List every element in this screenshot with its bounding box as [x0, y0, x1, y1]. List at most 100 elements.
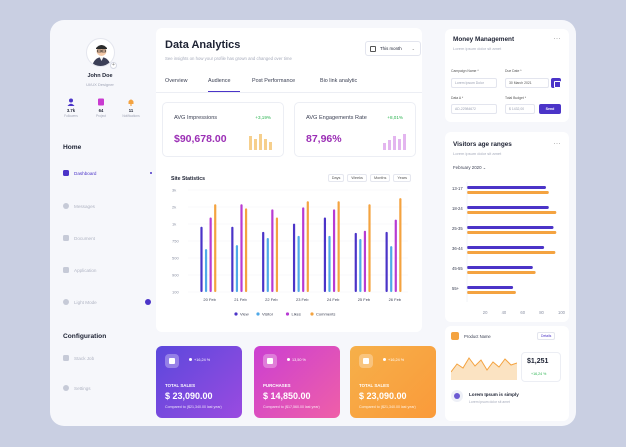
user-role: UI/UX Designer [86, 82, 114, 87]
stack-icon [63, 355, 69, 361]
impressions-mini-chart [249, 134, 272, 150]
bar-likes-6 [394, 219, 397, 292]
tab-bio-link-analytic[interactable]: Bio link analytic [320, 78, 358, 84]
user-name: John Doe [87, 73, 113, 79]
stat-card-total-sales-2[interactable]: +16,24 % TOTAL SALES $ 23,090.00 Compare… [350, 346, 436, 418]
x-tick-label: 22 Feb [265, 297, 278, 302]
stat-card-purchases[interactable]: 13,50 % PURCHASES $ 14,850.00 Compared t… [254, 346, 340, 418]
age-bar-2-0 [467, 226, 554, 229]
age-bar-5-0 [467, 286, 514, 289]
details-button[interactable]: Details [537, 332, 556, 340]
due-date-input[interactable]: 30 March 2021 [505, 78, 549, 88]
file-icon [86, 98, 116, 106]
more-options-icon[interactable]: ··· [553, 36, 561, 42]
age-label: 45-55 [452, 266, 463, 271]
more-options-icon[interactable]: ··· [553, 141, 561, 147]
age-bar-1-0 [467, 206, 549, 209]
send-button[interactable]: Send [539, 104, 561, 114]
document-icon [63, 235, 69, 241]
filter-days[interactable]: Days [327, 174, 345, 182]
info-subtitle: Lorem ipsum dolor sit amet [469, 400, 510, 404]
bar-visitor-2 [266, 237, 269, 292]
x-tick-label: 25 Feb [358, 297, 371, 302]
tab-overview[interactable]: Overview [165, 78, 188, 84]
bar-view-3 [292, 223, 296, 292]
money-management-subtitle: Lorem ipsum dolor sit amet [453, 46, 502, 51]
info-title: Lorem Ipsum is simply [469, 392, 519, 397]
sidebar-item-light-mode[interactable]: Light Mode [63, 297, 151, 307]
calendar-icon [370, 45, 376, 52]
campaign-name-input[interactable]: Lorem Ipsum Dolor [451, 78, 497, 88]
bar-comments-4 [337, 201, 340, 292]
light-mode-toggle[interactable] [145, 299, 151, 305]
legend-label-likes: Likes [292, 312, 301, 317]
product-change: +16,24 % [531, 372, 547, 376]
x-tick-label: 26 Feb [389, 297, 402, 302]
bar-comments-6 [399, 198, 402, 292]
bar-view-1 [231, 226, 234, 292]
analytics-panel: Data Analytics See insights on how your … [156, 28, 422, 332]
active-tab-indicator [208, 91, 240, 92]
campaign-label: Campaign Name * [451, 69, 479, 73]
stat-card-total-sales[interactable]: +16,24 % TOTAL SALES $ 23,090.00 Compare… [156, 346, 242, 418]
user-icon [56, 98, 86, 106]
sidebar-item-application[interactable]: Application [63, 265, 143, 275]
filter-weeks[interactable]: Weeks [347, 174, 367, 182]
wallet-icon [359, 354, 373, 368]
bar-likes-1 [240, 204, 243, 292]
money-management-title: Money Management [453, 36, 515, 43]
visitors-age-title: Visitors age ranges [453, 141, 512, 148]
age-x-tick: 60 [520, 310, 525, 315]
money-management-card: Money Management Lorem ipsum dolor sit a… [445, 29, 569, 122]
bell-icon [116, 98, 146, 106]
gear-icon [63, 385, 69, 391]
x-tick-label: 23 Feb [296, 297, 309, 302]
stat-project: 64 Project [86, 98, 116, 118]
bar-view-0 [200, 226, 203, 292]
filter-months[interactable]: Months [369, 174, 391, 182]
age-bar-2-1 [467, 231, 557, 234]
product-name: Product Name [464, 334, 491, 339]
y-tick-label: 900 [172, 273, 179, 278]
data-a-input[interactable]: AD-22984672 [451, 104, 497, 114]
legend-dot-visitor [256, 312, 260, 316]
tab-audience[interactable]: Audience [208, 78, 231, 84]
sidebar-item-document[interactable]: Document [63, 233, 143, 243]
avatar[interactable] [86, 38, 115, 67]
y-tick-label: 100 [172, 290, 179, 295]
page-subtitle: See insights on how your profile has gro… [165, 56, 292, 61]
section-home: Home [63, 144, 82, 151]
tab-divider [156, 92, 422, 93]
sidebar-item-messages[interactable]: Messages [63, 201, 143, 211]
age-bar-4-0 [467, 266, 533, 269]
bar-likes-4 [332, 209, 336, 292]
engagements-mini-chart [383, 134, 406, 150]
wallet-icon [165, 354, 179, 368]
sidebar-item-settings[interactable]: Settings [63, 383, 143, 393]
bar-visitor-3 [297, 235, 300, 292]
age-x-tick: 80 [539, 310, 544, 315]
date-filter-dropdown[interactable]: This month ⌄ [365, 41, 421, 56]
metric-avg-impressions: AVG Impressions +3,19% $90,678.00 [162, 102, 284, 157]
product-icon [451, 332, 459, 340]
filter-years[interactable]: Years [393, 174, 411, 182]
bar-likes-3 [302, 207, 305, 292]
bar-visitor-1 [235, 245, 239, 292]
month-selector[interactable]: February 2020 ⌄ [453, 165, 487, 170]
data-a-label: Data A * [451, 96, 464, 100]
page-title: Data Analytics [165, 39, 241, 51]
active-indicator [150, 172, 152, 174]
sidebar-item-dashboard[interactable]: Dashboard [63, 168, 152, 178]
total-budget-input[interactable]: $ 1432,00 [505, 104, 535, 114]
tab-post-performance[interactable]: Post Performance [252, 78, 296, 84]
avatar-edit-icon[interactable]: + [110, 62, 117, 69]
sidebar-item-stack-job[interactable]: Stack Job [63, 353, 143, 363]
info-icon [451, 390, 463, 402]
chevron-down-icon: ⌄ [482, 165, 487, 170]
age-label: 36-44 [452, 246, 463, 251]
sun-icon [63, 299, 69, 305]
age-x-tick: 40 [502, 310, 507, 315]
age-bar-5-1 [467, 291, 516, 294]
calendar-button[interactable] [551, 78, 561, 88]
due-date-label: Due Date * [505, 69, 522, 73]
